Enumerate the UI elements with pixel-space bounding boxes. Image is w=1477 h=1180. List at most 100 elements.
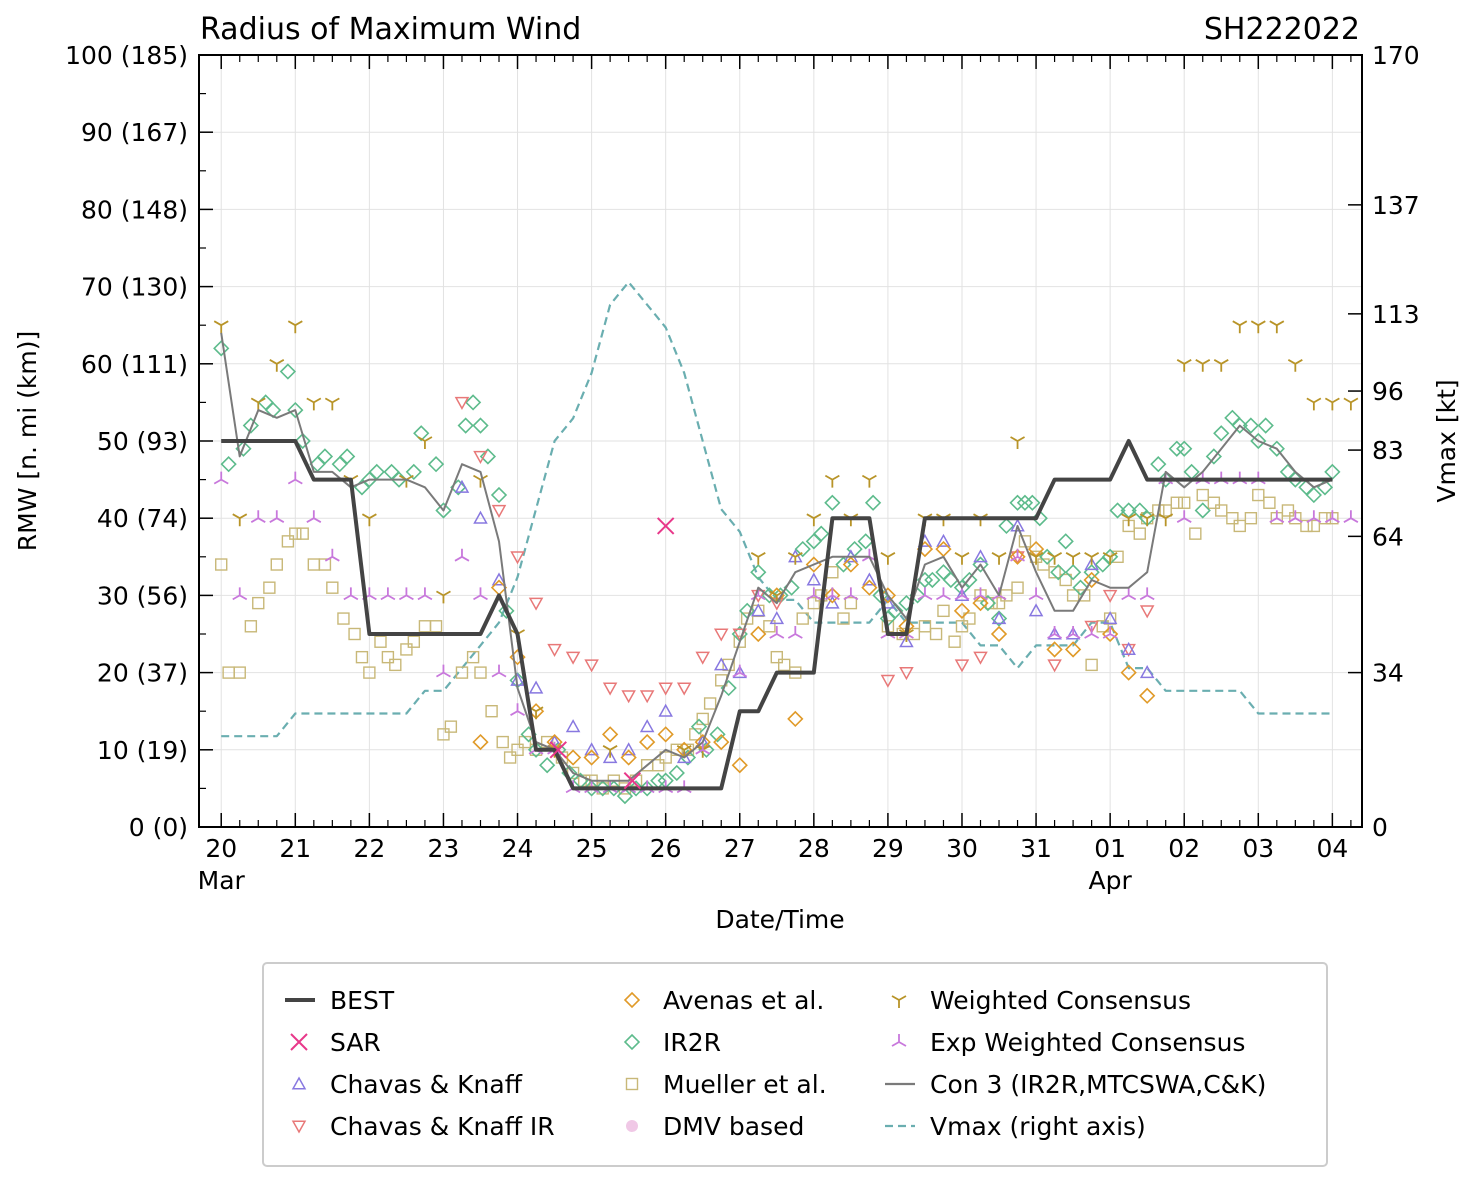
legend-label: Chavas & Knaff IR <box>330 1112 555 1141</box>
ir2r-point <box>213 340 230 357</box>
mueller-et-al-point <box>381 650 395 664</box>
data-series <box>213 281 1359 805</box>
weighted-consensus-point <box>824 474 840 488</box>
y-tick-label: 50 (93) <box>97 427 188 456</box>
avenas-et-al-point <box>972 594 989 612</box>
mueller-et-al-point <box>837 612 850 625</box>
mueller-et-al-point <box>1085 658 1098 672</box>
legend-item-chavas-knaff: Chavas & Knaff <box>291 1070 523 1099</box>
mueller-et-al-point <box>948 635 961 648</box>
mueller-et-al-point <box>400 643 413 656</box>
avenas-et-al-point <box>564 749 582 766</box>
chavas-knaff-ir-point <box>454 396 470 410</box>
exp-weighted-consensus-point <box>510 703 525 716</box>
mueller-et-al-point <box>363 666 376 679</box>
legend-item-weighted-consensus: Weighted Consensus <box>891 986 1191 1015</box>
mueller-et-al-point <box>796 612 809 625</box>
legend-label: DMV based <box>663 1112 804 1141</box>
exp-weighted-consensus-point <box>1324 510 1340 523</box>
x-tick-label: 22 <box>353 834 385 863</box>
sar-point <box>656 517 675 535</box>
legend-swatch <box>623 1033 641 1051</box>
legend-item-avenas-et-al: Avenas et al. <box>623 986 824 1015</box>
ir2r-point <box>709 726 726 743</box>
ir2r-point <box>339 448 356 465</box>
y-tick-label: 70 (130) <box>81 273 188 302</box>
ir2r-point <box>605 780 622 797</box>
mueller-et-al-point <box>429 620 443 633</box>
chavas-knaff-point <box>899 634 914 648</box>
avenas-et-al-point <box>639 733 656 751</box>
ir2r-point <box>616 787 634 805</box>
series-vmax-right-axis <box>221 281 1333 738</box>
weighted-consensus-point <box>1010 436 1025 449</box>
weighted-consensus-point <box>1139 513 1155 527</box>
chavas-knaff-ir-point <box>565 651 581 665</box>
mueller-et-al-point <box>244 620 258 633</box>
ir2r-point <box>1150 456 1167 473</box>
x-tick-label: 29 <box>872 834 904 863</box>
chavas-knaff-point <box>1047 626 1062 640</box>
weighted-consensus-point <box>991 552 1007 565</box>
y2-axis-label: Vmax [kt] <box>1432 379 1461 502</box>
con-3-ir2r-mtcswa-c-k-line <box>220 332 1333 782</box>
mueller-et-al-point <box>652 759 665 772</box>
mueller-et-al-point <box>1048 566 1061 579</box>
sar-point <box>623 771 642 790</box>
weighted-consensus-point <box>1269 320 1285 334</box>
weighted-consensus-point <box>787 552 803 565</box>
y2-tick-label: 113 <box>1372 300 1420 329</box>
mueller-et-al-point <box>263 581 276 594</box>
mueller-et-al-point <box>1307 519 1321 533</box>
mueller-et-al-point <box>733 635 746 648</box>
ir2r-point <box>1016 494 1034 511</box>
avenas-et-al-point <box>1120 664 1137 681</box>
ir2r-point <box>279 363 297 380</box>
mueller-et-al-point <box>1178 496 1191 509</box>
weighted-consensus-point <box>1213 359 1229 372</box>
ir2r-point <box>1250 432 1267 450</box>
mueller-et-al-point <box>740 612 754 625</box>
chavas-knaff-ir-point <box>473 450 488 464</box>
mueller-et-al-point <box>215 558 228 571</box>
ir2r-point <box>942 571 960 589</box>
weighted-consensus-point <box>417 436 433 449</box>
weighted-consensus-point <box>1176 359 1192 372</box>
ir2r-point <box>257 394 274 411</box>
ir2r-point <box>924 571 941 589</box>
x-tick-label: 04 <box>1316 834 1348 863</box>
chavas-knaff-ir-point <box>676 682 692 696</box>
storm-id: SH222022 <box>1204 12 1360 47</box>
chavas-knaff-ir-point <box>491 504 507 519</box>
legend-item-dmv-based: DMV based <box>626 1112 804 1141</box>
x-tick-label: 21 <box>279 834 311 863</box>
legend-swatch <box>623 991 641 1009</box>
exp-weighted-consensus-point <box>1010 548 1025 562</box>
legend-swatch <box>290 1033 308 1051</box>
y-tick-label: 100 (185) <box>65 41 188 70</box>
chavas-knaff-ir-point <box>621 690 636 704</box>
exp-weighted-consensus-point <box>769 626 785 639</box>
y-tick-label: 10 (19) <box>97 736 188 765</box>
exp-weighted-consensus-point <box>954 587 970 601</box>
ir2r-point <box>872 587 889 604</box>
chavas-knaff-point <box>769 611 785 625</box>
series-chavas-knaff <box>454 479 1155 764</box>
mueller-et-al-point <box>985 596 998 610</box>
avenas-et-al-point <box>601 726 619 743</box>
series-mueller-et-al <box>215 488 1339 795</box>
legend-item-con-3-ir2r-mtcswa-c-k: Con 3 (IR2R,MTCSWA,C&K) <box>885 1070 1266 1099</box>
mueller-et-al-point <box>929 627 943 641</box>
weighted-consensus-point <box>1084 552 1100 565</box>
ir2r-point <box>331 456 348 473</box>
mueller-et-al-point <box>826 566 839 579</box>
mueller-et-al-point <box>455 666 469 679</box>
weighted-consensus-point <box>1287 359 1303 372</box>
series-con-3-ir2r-mtcswa-c-k <box>220 332 1333 782</box>
mueller-et-al-point <box>703 697 717 710</box>
series-sar <box>549 517 675 790</box>
ir2r-point <box>1109 502 1126 519</box>
ir2r-point <box>1279 463 1297 481</box>
ir2r-point <box>242 417 259 434</box>
chavas-knaff-point <box>732 665 748 679</box>
